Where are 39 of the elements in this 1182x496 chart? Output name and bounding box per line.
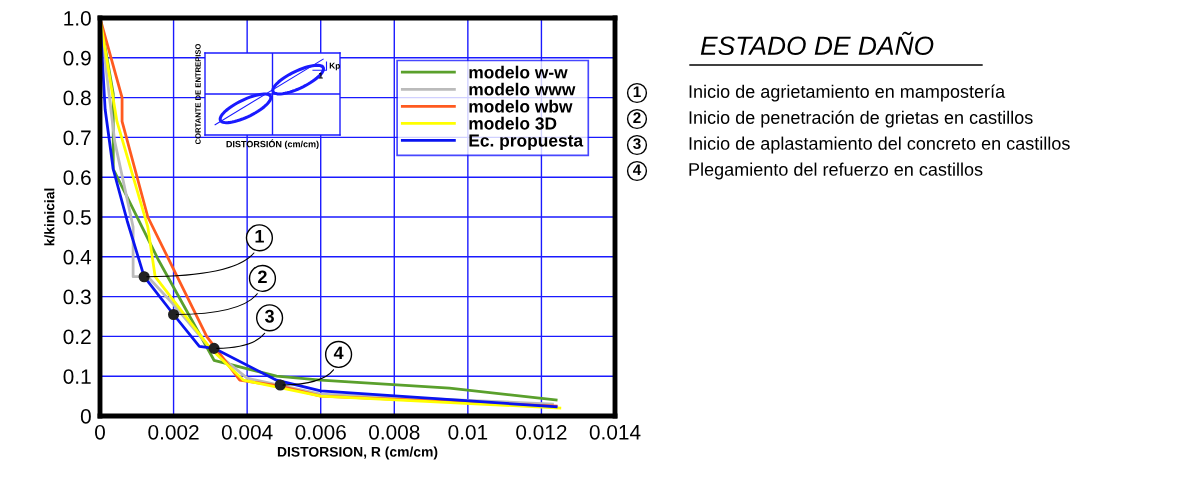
annotation: 1 [255,230,264,243]
legend-label: modelo w-w [469,65,568,79]
x-tick-label: 0.01 [448,424,488,440]
annotation: 2 [258,270,267,284]
text: 3 [633,138,641,150]
y-tick-label: 0.3 [63,289,91,305]
y-tick-label: 0.2 [63,329,91,345]
x-tick-label: 0.002 [148,424,199,440]
y-tick-label: 0 [80,409,91,424]
x-tick-label: 0 [95,424,105,440]
text: Inicio de agrietamiento en mampostería [689,84,1006,102]
x-tick-label: 0.004 [221,424,273,440]
x-tick-label: 0.006 [295,424,346,440]
annotation: 3 [264,309,274,323]
x-tick-label: 0.012 [516,424,567,440]
legend-label: Ec. propuesta [469,134,584,151]
text: 4 [632,164,642,175]
y-tick-label: 0.9 [63,50,91,66]
x-axis-title: DISTORSION, R (cm/cm) [277,446,438,460]
y-tick-label: 0.6 [63,170,91,185]
y-tick-label: 0.4 [63,249,92,265]
text: ESTADO DE DAÑO [700,31,934,56]
y-axis-title: k/kinicial [44,188,55,246]
x-tick-label: 0.008 [369,424,420,440]
text: 1 [633,86,641,97]
annotation: 4 [333,346,344,360]
y-tick-label: 1.0 [64,11,91,26]
text: Inicio de aplastamiento del concreto en castillos [689,136,1070,154]
y-tick-label: 0.1 [63,369,91,384]
legend-label: modelo www [469,82,576,96]
legend-label: modelo 3D [469,116,557,130]
y-tick-label: 0.5 [63,210,91,225]
legend-label: modelo wbw [469,99,573,113]
text: 2 [633,112,641,123]
text: Plegamiento del refuerzo en castillos [689,162,983,180]
x-tick-label: 0.014 [589,424,641,440]
y-tick-label: 0.7 [63,130,91,146]
text: Inicio de penetración de grietas en castillos [689,110,1033,128]
y-tick-label: 0.8 [63,90,91,106]
